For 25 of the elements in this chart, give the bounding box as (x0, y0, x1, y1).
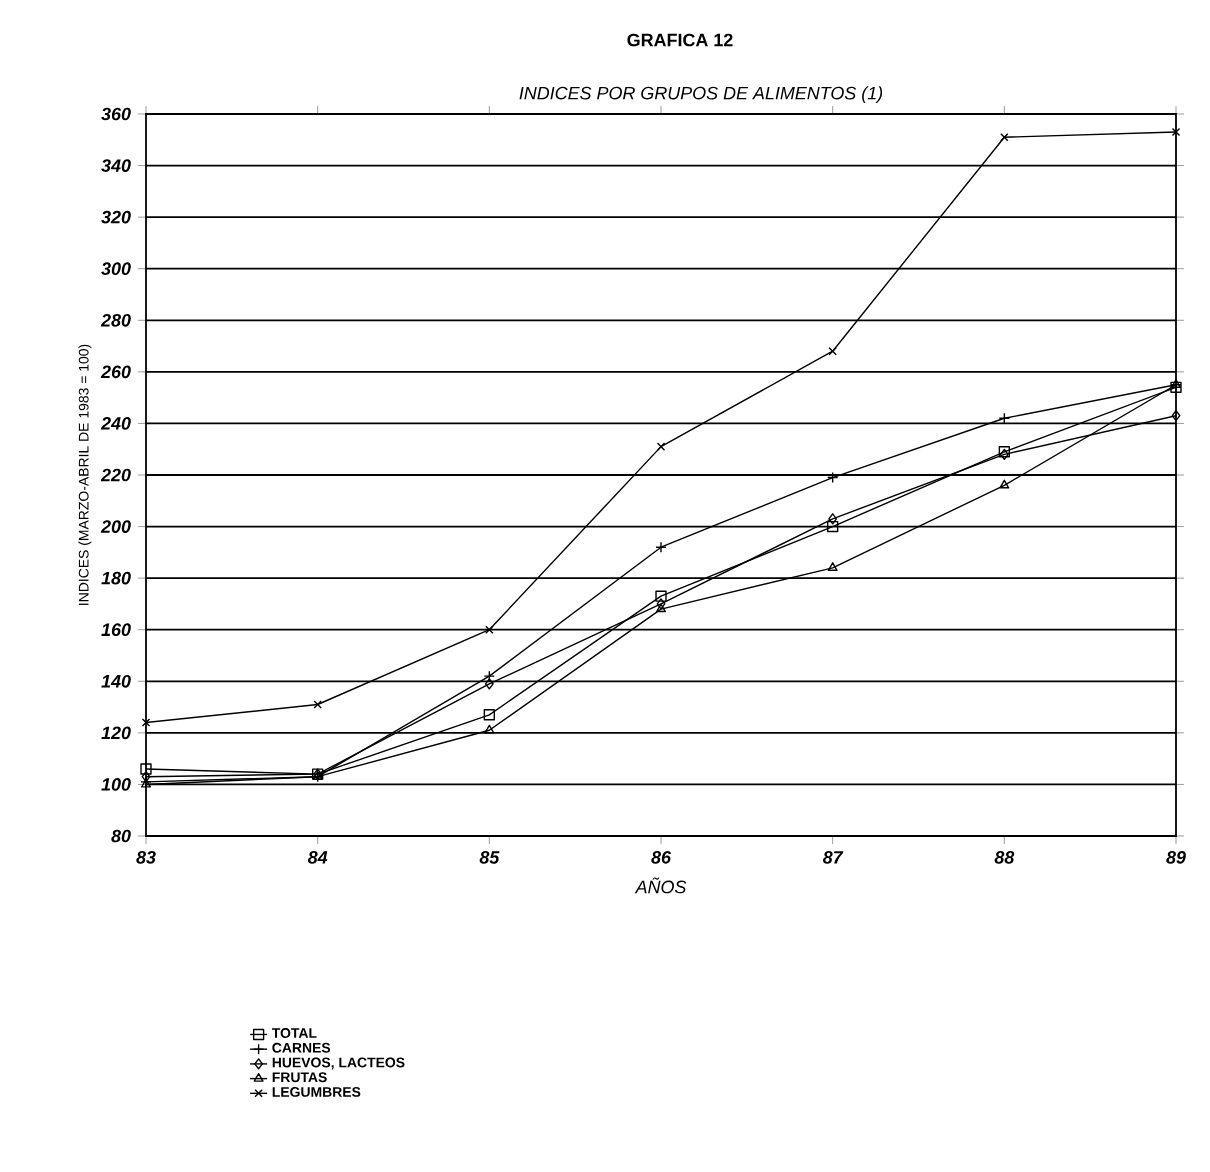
chart-subtitle: INDICES POR GRUPOS DE ALIMENTOS (1) (519, 86, 883, 103)
y-tick-label: 120 (101, 726, 131, 740)
y-tick-label: 140 (101, 674, 131, 688)
x-axis-title: AÑOS (634, 877, 687, 894)
y-tick-label: 300 (101, 262, 131, 276)
x-tick-label: 88 (994, 850, 1015, 864)
y-tick-label: 340 (101, 159, 131, 172)
x-tick-label: 83 (136, 851, 156, 864)
y-tick-label: 360 (101, 107, 131, 121)
y-tick-label: 180 (101, 571, 131, 585)
x-tick-label: 87 (822, 850, 844, 864)
y-tick-label: 220 (100, 468, 131, 482)
y-tick-label: 100 (101, 778, 131, 791)
y-tick-label: 280 (100, 313, 131, 327)
y-tick-label: 320 (101, 210, 131, 224)
x-tick-label: 85 (479, 850, 500, 864)
x-tick-label: 89 (1166, 851, 1186, 864)
y-tick-label: 80 (111, 829, 131, 843)
x-tick-label: 86 (651, 851, 672, 864)
y-tick-label: 160 (101, 623, 131, 637)
y-tick-label: 240 (100, 417, 131, 430)
y-tick-label: 260 (100, 365, 131, 379)
chart-title: GRAFICA 12 (627, 33, 733, 47)
x-tick-label: 84 (307, 850, 328, 864)
y-tick-label: 200 (100, 520, 131, 533)
